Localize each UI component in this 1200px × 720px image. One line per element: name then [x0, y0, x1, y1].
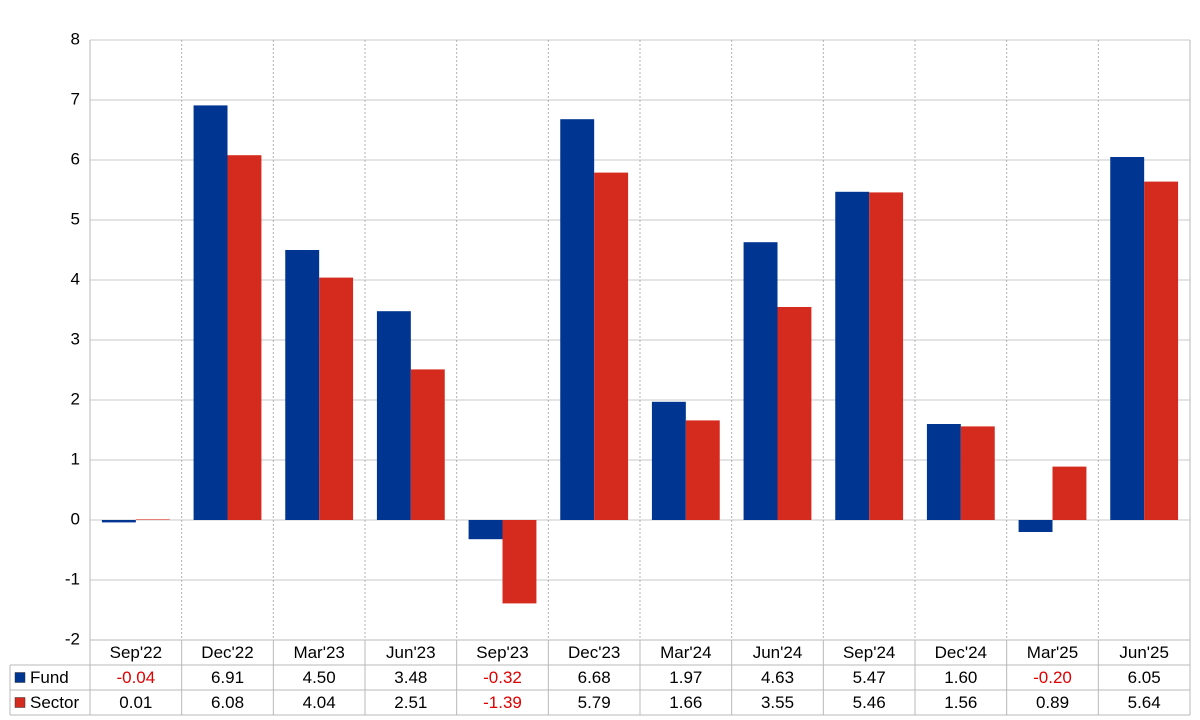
x-tick-label: Sep'24 [843, 643, 895, 662]
y-tick-label: 7 [71, 89, 80, 108]
table-value: -1.39 [483, 693, 522, 712]
table-value: 2.51 [394, 693, 427, 712]
x-tick-label: Jun'25 [1119, 643, 1169, 662]
bar [319, 277, 354, 520]
table-value: 6.91 [211, 668, 244, 687]
table-value: 6.68 [578, 668, 611, 687]
bar [685, 420, 720, 520]
y-tick-label: 0 [71, 509, 80, 528]
table-value: 4.04 [303, 693, 336, 712]
legend-label: Fund [30, 668, 69, 687]
table-value: 5.64 [1128, 693, 1161, 712]
y-tick-label: -2 [65, 629, 80, 648]
legend-swatch [14, 672, 26, 683]
table-value: 6.08 [211, 693, 244, 712]
bar [1110, 157, 1145, 520]
x-tick-label: Mar'24 [660, 643, 711, 662]
table-value: 5.46 [853, 693, 886, 712]
bar [743, 242, 778, 520]
y-tick-label: 2 [71, 389, 80, 408]
table-value: 1.97 [669, 668, 702, 687]
x-tick-label: Sep'23 [476, 643, 528, 662]
bar [1052, 466, 1087, 520]
bar [135, 519, 170, 520]
table-value: -0.32 [483, 668, 522, 687]
table-value: 5.79 [578, 693, 611, 712]
table-value: 1.66 [669, 693, 702, 712]
y-tick-label: -1 [65, 569, 80, 588]
bar [285, 250, 320, 520]
x-tick-label: Jun'23 [386, 643, 436, 662]
bar [1018, 520, 1053, 532]
x-tick-label: Dec'22 [201, 643, 253, 662]
table-value: 1.60 [944, 668, 977, 687]
legend-swatch [14, 697, 26, 708]
bar [101, 520, 136, 523]
y-tick-label: 4 [71, 269, 80, 288]
table-value: -0.04 [116, 668, 155, 687]
y-tick-label: 5 [71, 209, 80, 228]
x-tick-label: Sep'22 [110, 643, 162, 662]
table-value: 3.55 [761, 693, 794, 712]
bar [193, 105, 228, 521]
bar [227, 155, 262, 520]
legend-label: Sector [30, 693, 79, 712]
bar [410, 369, 445, 520]
table-value: 5.47 [853, 668, 886, 687]
table-value: 4.50 [303, 668, 336, 687]
bar [926, 424, 961, 520]
bar [468, 520, 503, 540]
bar [502, 520, 537, 604]
bar [869, 192, 904, 520]
x-tick-label: Dec'23 [568, 643, 620, 662]
x-tick-label: Mar'25 [1027, 643, 1078, 662]
bar [560, 119, 595, 520]
bar [651, 401, 686, 520]
table-value: 0.01 [119, 693, 152, 712]
x-tick-label: Jun'24 [753, 643, 803, 662]
y-tick-label: 8 [71, 29, 80, 48]
table-value: 4.63 [761, 668, 794, 687]
bar [777, 307, 812, 520]
x-tick-label: Dec'24 [935, 643, 987, 662]
bar [594, 172, 629, 520]
y-tick-label: 1 [71, 449, 80, 468]
table-value: 6.05 [1128, 668, 1161, 687]
y-tick-label: 3 [71, 329, 80, 348]
y-tick-label: 6 [71, 149, 80, 168]
table-value: 0.89 [1036, 693, 1069, 712]
bar [960, 426, 995, 520]
table-value: 3.48 [394, 668, 427, 687]
bar [1144, 181, 1179, 520]
table-value: 1.56 [944, 693, 977, 712]
table-value: -0.20 [1033, 668, 1072, 687]
bar [835, 191, 870, 521]
x-tick-label: Mar'23 [293, 643, 344, 662]
bar [376, 311, 411, 520]
